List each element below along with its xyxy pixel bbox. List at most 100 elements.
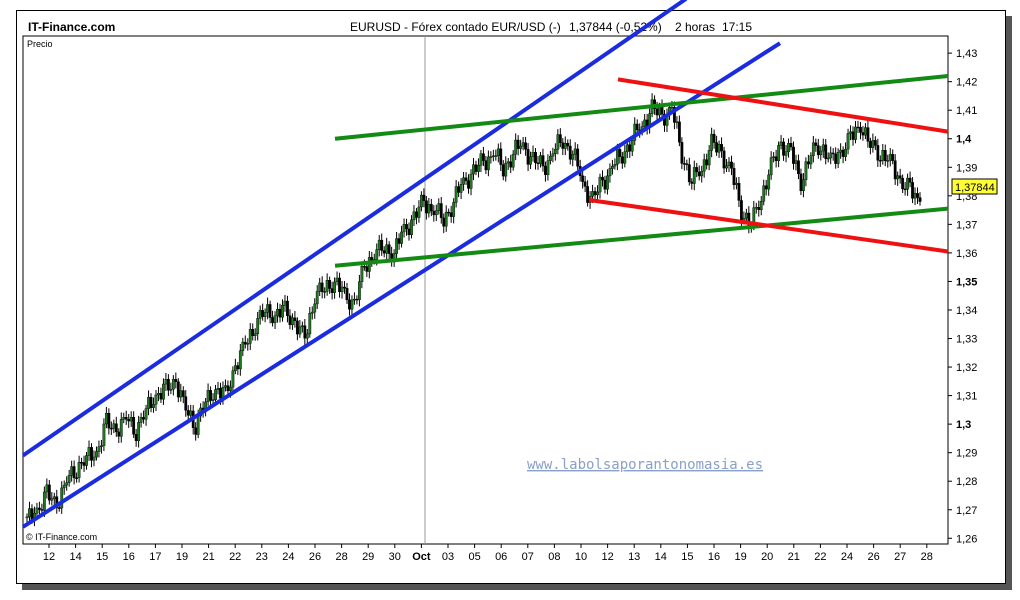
candle-body (360, 266, 364, 282)
candle-body (883, 150, 887, 162)
candle-body (365, 266, 369, 272)
candle-body (871, 140, 875, 148)
candle-body (122, 417, 126, 420)
candle-body (303, 325, 307, 339)
candle-body (615, 149, 619, 165)
x-tick-label: 15 (681, 551, 693, 563)
y-tick-label: 1,28 (956, 476, 977, 488)
candle-body (888, 154, 892, 161)
x-tick-label: 21 (788, 551, 800, 563)
x-tick-label: 14 (69, 551, 81, 563)
candle-body (886, 160, 890, 162)
x-tick-label: 26 (867, 551, 879, 563)
candle-body (444, 211, 448, 227)
candle-body (598, 176, 602, 193)
candle-body (603, 179, 607, 190)
candle-body (313, 303, 317, 313)
x-tick-label: 28 (335, 551, 347, 563)
candle-body (744, 212, 748, 219)
candle-body (712, 133, 716, 143)
candle-body (531, 152, 535, 157)
y-tick-label: 1,3 (956, 419, 971, 431)
candle-body (226, 385, 230, 392)
candle-body (345, 288, 349, 301)
candle-body (134, 434, 138, 441)
candle-body (546, 160, 550, 175)
candle-body (276, 308, 279, 317)
candle-body (452, 202, 456, 217)
candle-body (908, 177, 912, 183)
y-tick-label: 1,4 (956, 134, 972, 146)
candle-body (293, 317, 297, 322)
candle-body (511, 153, 515, 168)
candle-body (142, 417, 145, 420)
candle-body (789, 143, 793, 148)
candle-body (829, 152, 833, 159)
y-tick-label: 1,42 (956, 77, 977, 89)
candle-body (273, 315, 277, 324)
candle-body (911, 182, 914, 199)
candle-body (472, 164, 475, 175)
candle-body (181, 390, 185, 397)
candle-body (298, 326, 302, 335)
candle-body (769, 157, 773, 176)
candle-body (464, 177, 468, 181)
candle-body (864, 127, 867, 136)
candle-body (171, 379, 175, 390)
candle-body (469, 173, 473, 189)
candle-body (792, 146, 795, 164)
candle-body (534, 152, 537, 164)
candle-body (90, 447, 93, 461)
candle-body (611, 165, 614, 169)
x-tick-label: 16 (708, 551, 720, 563)
candle-body (586, 186, 590, 203)
x-tick-label: 15 (96, 551, 108, 563)
candle-body (107, 413, 111, 429)
candle-body (876, 145, 880, 161)
x-tick-label: 03 (442, 551, 454, 563)
candle-body (675, 121, 679, 124)
candle-body (149, 397, 153, 408)
candle-body (194, 427, 198, 435)
candle-body (782, 141, 785, 156)
candle-body (893, 160, 897, 180)
candle-body (157, 393, 160, 396)
candle-body (159, 393, 163, 400)
x-tick-label: 17 (149, 551, 161, 563)
candle-body (677, 121, 681, 143)
candle-body (325, 280, 329, 292)
candle-body (209, 390, 212, 401)
candle-body (521, 142, 525, 147)
candle-body (283, 300, 287, 306)
candle-body (878, 160, 882, 162)
candle-body (707, 150, 711, 166)
candle-body (219, 388, 222, 399)
candle-body (104, 413, 108, 425)
candle-body (806, 161, 810, 165)
candle-body (757, 207, 761, 210)
candle-body (774, 156, 778, 161)
candle-body (320, 282, 324, 293)
x-tick-label: 27 (894, 551, 906, 563)
candle-body (300, 325, 304, 328)
candle-body (836, 152, 840, 164)
candle-body (62, 484, 66, 489)
candle-body (737, 182, 741, 201)
candles (25, 93, 922, 527)
candle-body (727, 161, 731, 166)
y-tick-label: 1,35 (956, 276, 977, 288)
candle-body (52, 496, 56, 499)
candle-body (573, 148, 577, 155)
candle-body (732, 168, 736, 185)
candle-body (742, 217, 746, 221)
candle-body (561, 142, 565, 149)
candle-body (214, 389, 217, 400)
candle-body (144, 408, 148, 420)
candle-body (343, 286, 346, 289)
candle-body (417, 206, 421, 218)
candle-body (400, 231, 403, 244)
candle-body (606, 175, 609, 190)
candle-body (658, 106, 661, 116)
candle-body (263, 312, 267, 317)
candle-body (680, 141, 684, 164)
